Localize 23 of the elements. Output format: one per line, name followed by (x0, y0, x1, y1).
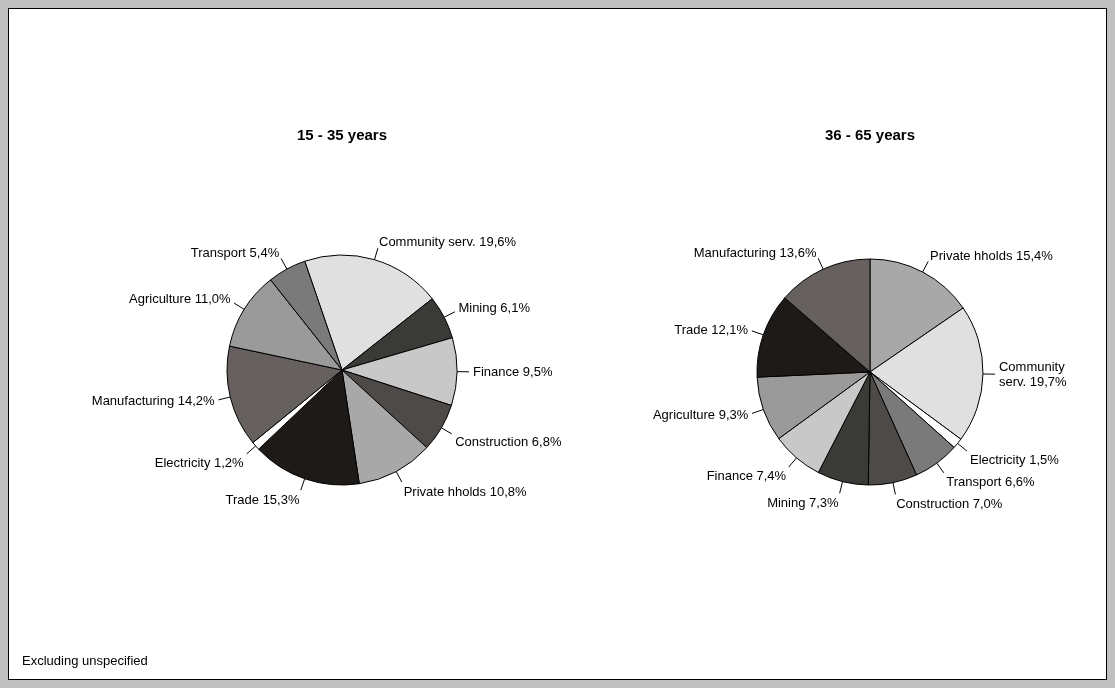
slice-label: Trade 15,3% (225, 491, 300, 507)
slice-label: Construction 7,0% (896, 496, 1003, 512)
text: Excluding unspecified (22, 653, 148, 668)
slice-label: Trade 12,1% (674, 321, 749, 337)
slice-label: Community serv. 19,7% (998, 359, 1068, 390)
slice-label: Manufacturing 14,2% (91, 392, 216, 408)
slice-label: Manufacturing 13,6% (693, 244, 817, 260)
slice-label: Private hholds 15,4% (930, 247, 1054, 263)
slice-label: Mining 6,1% (458, 299, 531, 315)
slice-label: Finance 9,5% (472, 363, 553, 379)
chart-title: 15 - 35 years (296, 126, 388, 143)
slice-label: Electricity 1,2% (154, 454, 245, 470)
slice-label: Electricity 1,5% (969, 451, 1060, 467)
slice-label: Community serv. 19,6% (379, 234, 517, 250)
slice-label: Transport 5,4% (190, 245, 280, 261)
slice-label: Agriculture 9,3% (652, 406, 749, 422)
slice-label: Agriculture 11,0% (129, 290, 232, 306)
slice-label: Mining 7,3% (767, 495, 840, 511)
slice-label: Transport 6,6% (946, 474, 1036, 490)
slice-label: Construction 6,8% (455, 433, 562, 449)
slice-label: Private hholds 10,8% (403, 483, 527, 499)
chart-title: 36 - 65 years (824, 126, 916, 143)
slice-label: Finance 7,4% (706, 468, 787, 484)
